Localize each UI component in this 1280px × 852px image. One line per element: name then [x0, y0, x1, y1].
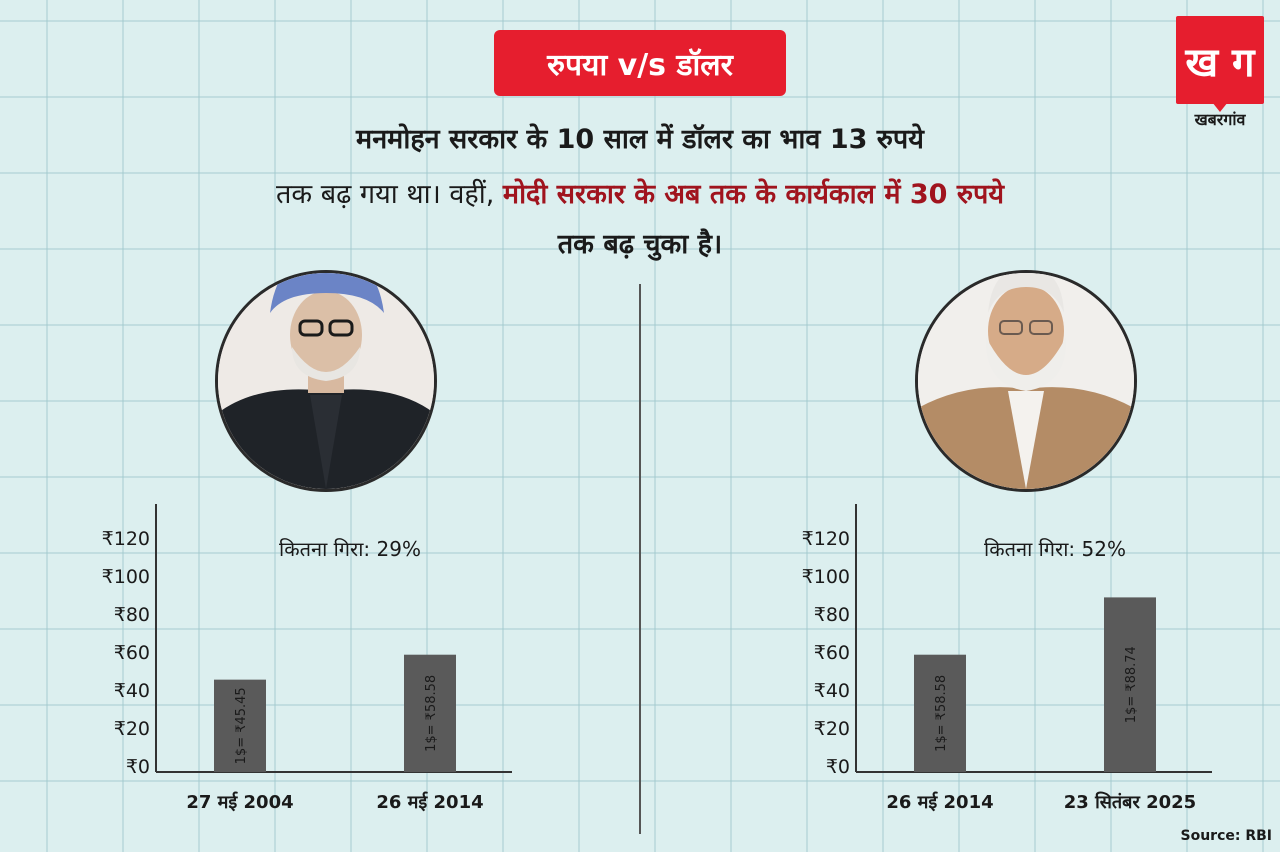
title-badge: रुपया v/s डॉलर: [494, 30, 786, 96]
logo-tail-icon: [1212, 102, 1228, 112]
y-tick-label: ₹100: [102, 566, 150, 588]
source-note: Source: RBI: [1180, 828, 1273, 844]
portrait-right: [915, 270, 1137, 492]
portrait-right-illustration: [918, 273, 1134, 489]
y-tick-label: ₹0: [826, 756, 850, 778]
bar: [404, 654, 456, 772]
x-tick-label: 27 मई 2004: [186, 791, 293, 813]
chart-left: कितना गिरा: 29% ₹0 ₹20 ₹40 ₹60 ₹80 ₹100 ₹120 1…: [102, 504, 512, 813]
bar-data-label: 1$= ₹45.45: [234, 687, 249, 764]
y-tick-label: ₹80: [114, 604, 150, 626]
y-tick-label: ₹100: [802, 566, 850, 588]
y-tick-label: ₹60: [114, 642, 150, 664]
x-tick-label: 26 मई 2014: [886, 791, 993, 813]
bar-data-label: 1$= ₹58.58: [934, 675, 949, 752]
y-tick-label: ₹40: [814, 680, 850, 702]
y-tick-label: ₹20: [114, 718, 150, 740]
chart-title: कितना गिरा: 29%: [279, 537, 421, 561]
y-tick-label: ₹20: [814, 718, 850, 740]
y-tick-label: ₹80: [814, 604, 850, 626]
bar: [214, 679, 266, 772]
portrait-left-illustration: [218, 273, 434, 489]
logo-mark: ख ग: [1185, 39, 1255, 86]
chart-title: कितना गिरा: 52%: [984, 537, 1126, 561]
headline-line-2-red: मोदी सरकार के अब तक के कार्यकाल में 30 र…: [502, 179, 1004, 210]
y-tick-label: ₹40: [114, 680, 150, 702]
center-divider: [639, 284, 641, 834]
y-tick-label: ₹120: [802, 528, 850, 550]
logo-name: खबरगांव: [1194, 110, 1246, 129]
khabargaon-logo: ख ग: [1176, 16, 1264, 104]
headline-line-2-plain: तक बढ़ गया था। वहीं,: [276, 179, 503, 210]
portrait-left: [215, 270, 437, 492]
title-text: रुपया v/s डॉलर: [547, 47, 733, 83]
bar-data-label: 1$= ₹88.74: [1124, 646, 1139, 723]
bar: [914, 654, 966, 772]
headline-line-3: तक बढ़ चुका है।: [557, 229, 723, 260]
chart-right: कितना गिरा: 52% ₹0 ₹20 ₹40 ₹60 ₹80 ₹100 ₹120 1…: [802, 504, 1212, 813]
x-tick-label: 26 मई 2014: [376, 791, 483, 813]
x-tick-label: 23 सितंबर 2025: [1064, 791, 1196, 813]
headline-line-2: तक बढ़ गया था। वहीं, मोदी सरकार के अब तक…: [100, 170, 1180, 220]
y-tick-label: ₹0: [126, 756, 150, 778]
y-tick-label: ₹60: [814, 642, 850, 664]
bar-data-label: 1$= ₹58.58: [424, 675, 439, 752]
y-tick-label: ₹120: [102, 528, 150, 550]
headline-line-1: मनमोहन सरकार के 10 साल में डॉलर का भाव 1…: [356, 124, 924, 155]
bar: [1104, 597, 1156, 772]
